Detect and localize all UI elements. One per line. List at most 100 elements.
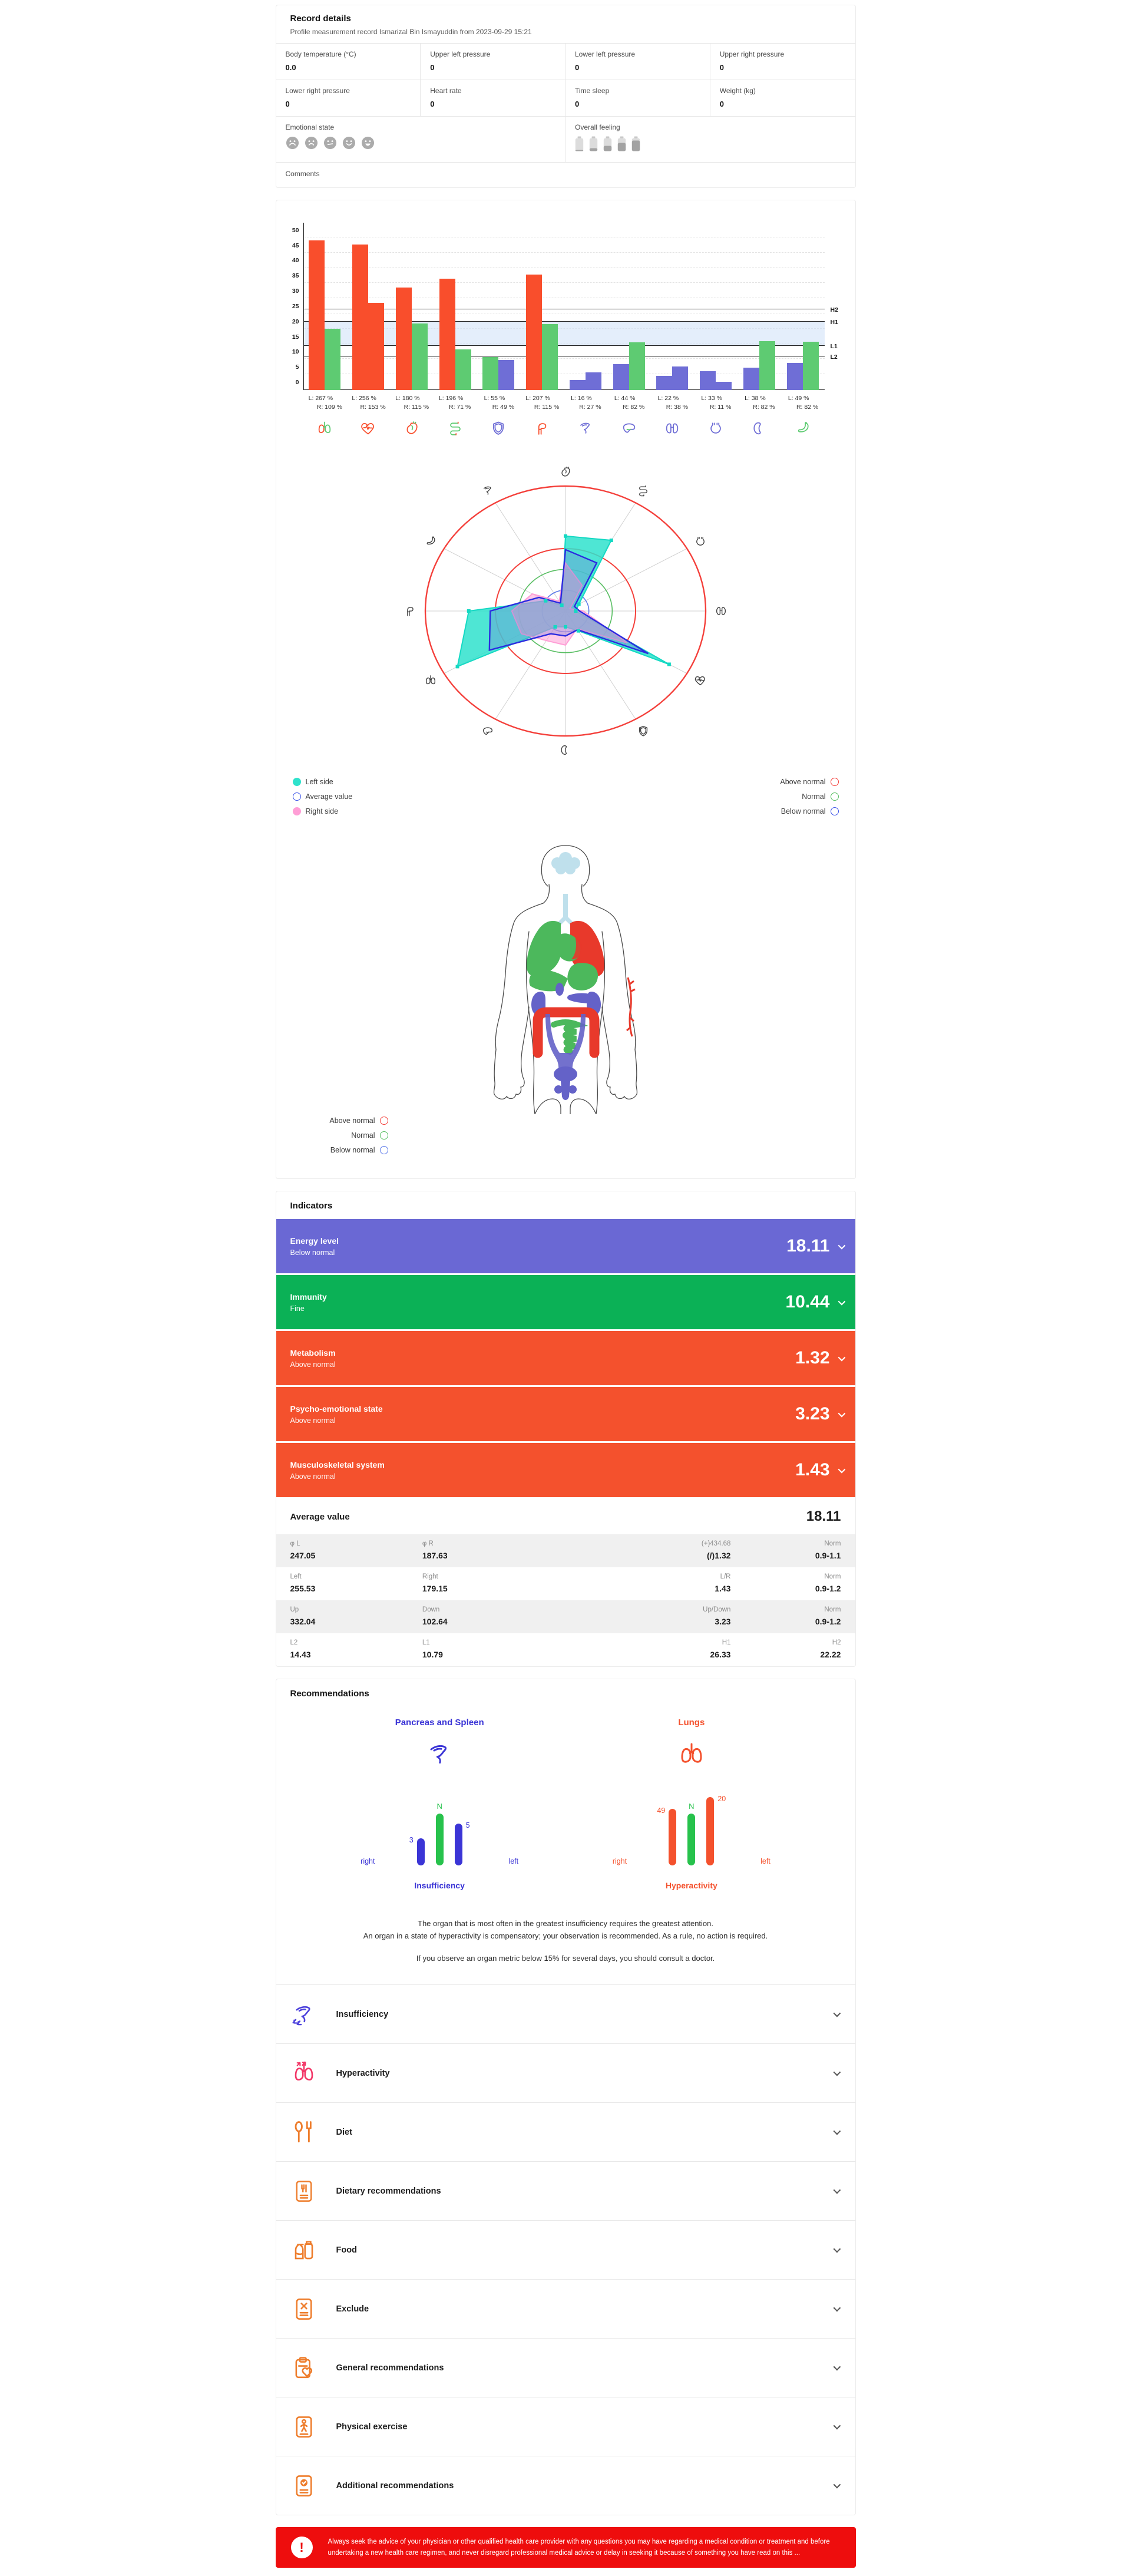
comments-label[interactable]: Comments — [285, 170, 320, 178]
accordion-label: Exclude — [336, 2304, 369, 2314]
record-field-label: Body temperature (°C) — [285, 50, 356, 58]
emotional-state-selector[interactable] — [286, 136, 556, 153]
left-label: left — [508, 1857, 519, 1865]
emotional-state-label: Emotional state — [285, 123, 335, 131]
emotion-sad-icon[interactable] — [305, 136, 318, 153]
indicator-name: Musculoskeletal system — [290, 1459, 385, 1469]
bar-group-labels: L: 180 % R: 115 % — [390, 395, 434, 411]
indicator-value: 3.23 — [795, 1404, 830, 1424]
average-table-cell: φ R 187.63 — [422, 1540, 554, 1560]
indicator-row-psycho-emotional-state[interactable]: Psycho-emotional state Above normal 3.23 — [276, 1387, 855, 1441]
radar-legend-series: Left side Average value Right side — [292, 778, 352, 822]
battery-level-icon[interactable] — [589, 136, 598, 154]
kidneys-icon — [715, 605, 727, 620]
minichart-caption: Hyperactivity — [665, 1881, 717, 1890]
indicator-name: Energy level — [290, 1236, 339, 1246]
right-percent-label: R: 82 % — [753, 404, 775, 411]
cell-value: 22.22 — [820, 1650, 841, 1659]
cell-value: 3.23 — [715, 1617, 731, 1626]
overall-feeling-selector[interactable] — [575, 136, 846, 154]
emotion-great-icon[interactable] — [361, 136, 375, 153]
indicator-row-musculoskeletal-system[interactable]: Musculoskeletal system Above normal 1.43 — [276, 1443, 855, 1497]
emotion-good-icon[interactable] — [342, 136, 356, 153]
spleen-icon — [738, 420, 781, 437]
mini-bar-right: 5 — [454, 1821, 470, 1865]
page-content: Record details Profile measurement recor… — [275, 0, 856, 2568]
accordion-food[interactable]: Food — [276, 2220, 855, 2279]
cell-value: 255.53 — [290, 1584, 316, 1593]
indicator-value: 18.11 — [786, 1236, 830, 1256]
bar-chart-plot: H2 H1 L1 L2 0 5 10 15 20 25 30 35 40 45 50 — [292, 223, 838, 390]
left-bar — [786, 363, 803, 390]
radar-status-legend-item: Above normal — [780, 778, 839, 786]
right-bar — [542, 324, 558, 390]
record-field-value: 0 — [575, 100, 580, 108]
average-table-cell: Left 255.53 — [290, 1573, 422, 1593]
average-table-cell: Right 179.15 — [422, 1573, 554, 1593]
cell-label: H2 — [832, 1639, 841, 1646]
cell-label: H1 — [722, 1639, 731, 1646]
accordion-dietary-recommendations[interactable]: Dietary recommendations — [276, 2161, 855, 2220]
emotion-neutral-icon[interactable] — [323, 136, 337, 153]
threshold-label-H2: H2 — [830, 306, 838, 314]
chevron-down-icon — [833, 2069, 841, 2076]
right-bar — [629, 342, 645, 390]
accordion-additional-recommendations[interactable]: Additional recommendations — [276, 2456, 855, 2515]
cell-value: 14.43 — [290, 1650, 311, 1659]
chevron-down-icon — [833, 2187, 841, 2194]
battery-level-icon[interactable] — [631, 136, 640, 154]
indicator-row-energy-level[interactable]: Energy level Below normal 18.11 — [276, 1219, 855, 1273]
right-percent-label: R: 11 % — [709, 404, 732, 411]
right-percent-label: R: 71 % — [448, 404, 471, 411]
cell-label: Norm — [824, 1606, 841, 1613]
accordion-insufficiency[interactable]: Insufficiency — [276, 1984, 855, 2043]
right-percent-label: R: 82 % — [796, 404, 819, 411]
minichart-bars: left 3 N 5 right — [351, 1777, 528, 1865]
indicator-row-metabolism[interactable]: Metabolism Above normal 1.32 — [276, 1331, 855, 1385]
average-table-row: φ L 247.05 φ R 187.63 (+)434.68 (/)1.32 Nor… — [276, 1534, 855, 1567]
intestine-icon — [434, 420, 477, 437]
accordion-physical-exercise[interactable]: Physical exercise — [276, 2397, 855, 2456]
emotion-very-sad-icon[interactable] — [286, 136, 299, 153]
accordion-diet[interactable]: Diet — [276, 2102, 855, 2161]
pancreas-icon — [481, 484, 494, 500]
accordion-hyperactivity[interactable]: Hyperactivity — [276, 2043, 855, 2102]
bar-group-kidneys — [651, 223, 695, 390]
right-percent-label: R: 115 % — [404, 404, 429, 411]
minichart-pancreas-and-spleen: Pancreas and Spleen left 3 N 5 right Insuf… — [351, 1718, 528, 1890]
charts-card: H2 H1 L1 L2 0 5 10 15 20 25 30 35 40 45 50 L: 267 % R: … — [275, 200, 856, 1179]
minichart-lungs: Lungs left 49 N 20 right Hyperactivity — [603, 1718, 780, 1890]
shield-icon — [477, 420, 521, 437]
left-percent-label: L: 180 % — [395, 395, 420, 402]
accordion-general-recommendations[interactable]: General recommendations — [276, 2338, 855, 2397]
bar-group-heart-2 — [390, 223, 434, 390]
exercise-doc-icon — [290, 2415, 318, 2439]
y-axis-tick: 10 — [292, 348, 299, 356]
accordion-label: Hyperactivity — [336, 2068, 390, 2078]
cell-label: L/R — [720, 1573, 731, 1580]
record-field: Upper left pressure 0 — [421, 44, 566, 80]
battery-level-icon[interactable] — [603, 136, 612, 154]
bar-group-immunity — [477, 223, 521, 390]
battery-level-icon[interactable] — [575, 136, 584, 154]
radar-status-legend-item: Below normal — [780, 807, 839, 815]
bar-group-labels: L: 16 % R: 27 % — [564, 395, 607, 411]
recommendation-sections: Insufficiency Hyperactivity Diet Dietary… — [276, 1984, 855, 2515]
indicator-name: Immunity — [290, 1292, 327, 1302]
chevron-down-icon — [833, 2128, 841, 2135]
lungs-icon — [424, 674, 437, 690]
bar-group-labels: L: 22 % R: 38 % — [651, 395, 695, 411]
left-bar — [743, 368, 759, 390]
recommendation-note-2: An organ in a state of hyperactivity is … — [363, 1931, 768, 1941]
accordion-exclude[interactable]: Exclude — [276, 2279, 855, 2338]
indicator-status: Above normal — [290, 1416, 336, 1425]
accordion-label: Dietary recommendations — [336, 2186, 441, 2196]
body-diagram-legend: Above normal Normal Below normal — [276, 1114, 388, 1173]
battery-level-icon[interactable] — [617, 136, 626, 154]
indicator-row-immunity[interactable]: Immunity Fine 10.44 — [276, 1275, 855, 1329]
norm-label: N — [689, 1802, 695, 1811]
right-percent-label: R: 82 % — [622, 404, 645, 411]
bar-chart-axis-labels: L: 267 % R: 109 % L: 256 % R: 153 % L: 180 %… — [303, 390, 825, 411]
record-field: Lower right pressure 0 — [276, 80, 421, 117]
indicator-name: Psycho-emotional state — [290, 1403, 383, 1414]
